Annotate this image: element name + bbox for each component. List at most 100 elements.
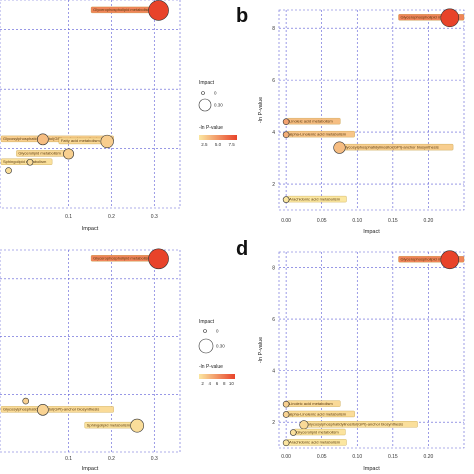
y-tick-label: 6 (272, 317, 275, 323)
x-tick-label: 0.3 (151, 214, 158, 220)
y-tick-label: 4 (272, 130, 275, 136)
point-label: alpha-Linolenic acid metabolism (289, 131, 347, 136)
data-point (5, 167, 12, 174)
panel-d-scatter: 0.00 0.05 0.10 0.15 0.20 2 4 6 8 Impact -ln P-valu… (258, 250, 465, 472)
data-point (37, 133, 49, 146)
x-tick-label: 0.10 (352, 218, 362, 224)
y-tick-label: 4 (272, 368, 275, 374)
point-label: Glycerophospholipid metabolism (93, 256, 151, 261)
x-axis-label: Impact (82, 466, 99, 472)
x-tick-label: 0.15 (388, 454, 398, 460)
point-label: Glycosylphosphatidylinositol(GPI)-anchor… (3, 136, 99, 141)
x-tick-label: 0.2 (108, 214, 115, 220)
legend-c-size-small (203, 329, 207, 333)
data-point (37, 404, 49, 416)
data-point (63, 148, 75, 160)
data-point (289, 429, 297, 436)
legend-a-size-small-label: 0 (214, 91, 217, 96)
y-tick-label: 8 (272, 26, 275, 32)
data-point (282, 196, 290, 203)
legend-c-size-large-label: 0.30 (216, 344, 225, 349)
colorbar-tick-label: 2 (201, 381, 204, 386)
point-label: Glycerolipid metabolism (18, 151, 61, 156)
panel-b-scatter: 0.00 0.05 0.10 0.15 0.20 2 4 6 8 Impact -ln P-valu… (258, 8, 465, 235)
colorbar-tick-label: 6 (216, 381, 219, 386)
point-label: Linoleic acid metabolism (289, 401, 333, 406)
data-point (299, 420, 309, 430)
panel-a-legend: Impact 0 0.30 -ln P-value 2.5 5.0 7.5 (198, 80, 237, 147)
legend-a-color-title: -ln P-value (199, 125, 223, 131)
x-axis-label: Impact (82, 226, 99, 232)
data-point (148, 248, 169, 270)
point-label: alpha-Linolenic acid metabolism (289, 411, 347, 416)
x-tick-label: 0.00 (281, 218, 291, 224)
data-point (440, 250, 460, 270)
point-label: Glycerophospholipid metabolism (401, 257, 459, 262)
y-axis-label: -ln P-value (258, 337, 264, 363)
point-label: Glycerolipid metabolism (296, 429, 339, 434)
colorbar-tick-label: 10 (229, 381, 235, 386)
data-point (282, 131, 290, 138)
legend-c-color-title: -ln P-value (199, 364, 223, 370)
x-tick-label: 0.1 (65, 214, 72, 220)
point-label-box (0, 158, 53, 165)
point-label-box (0, 406, 114, 413)
colorbar-tick-label: 4 (209, 381, 212, 386)
x-tick-label: 0.15 (388, 218, 398, 224)
x-tick-label: 0.10 (352, 454, 362, 460)
y-tick-label: 2 (272, 420, 275, 426)
y-tick-label: 6 (272, 78, 275, 84)
data-point (100, 134, 114, 149)
data-point (440, 8, 460, 28)
plot-frame (0, 0, 181, 209)
legend-c-size-title: Impact (199, 319, 215, 325)
x-tick-label: 0.20 (424, 218, 434, 224)
legend-a-size-small (201, 91, 205, 95)
plot-frame (278, 9, 465, 211)
panel-a-scatter: 0.1 0.2 0.3 Impact Glycerophospholipid metab… (0, 0, 181, 232)
data-point (333, 141, 346, 154)
data-point (282, 439, 290, 447)
x-axis-label: Impact (363, 466, 380, 472)
colorbar-tick-label: 8 (223, 381, 226, 386)
point-label: Glycerophospholipid metabolism (93, 7, 151, 12)
x-axis-label: Impact (363, 229, 380, 235)
point-label: Glycosylphosphatidylinositol(GPI)-anchor… (307, 422, 403, 427)
x-tick-label: 0.3 (151, 456, 158, 462)
x-tick-label: 0.05 (317, 454, 327, 460)
legend-a-size-title: Impact (199, 80, 215, 86)
x-tick-label: 0.20 (424, 454, 434, 460)
data-point (148, 0, 169, 21)
y-tick-label: 2 (272, 182, 275, 188)
data-point (26, 158, 34, 166)
x-tick-label: 0.2 (108, 456, 115, 462)
point-label: Arachidonic acid metabolism (289, 440, 341, 445)
legend-a-size-large (198, 98, 212, 112)
x-tick-label: 0.05 (317, 218, 327, 224)
data-point (282, 118, 290, 125)
colorbar-tick-label: 7.5 (228, 142, 235, 147)
x-tick-label: 0.00 (281, 454, 291, 460)
data-point (282, 400, 290, 408)
point-label: Glycerophospholipid metabolism (401, 15, 459, 20)
legend-a-colorbar (199, 135, 237, 140)
x-tick-label: 0.1 (65, 456, 72, 462)
point-label: Glycosylphosphatidylinositol(GPI)-anchor… (3, 407, 99, 412)
panel-letter-d: d (236, 238, 248, 260)
data-point (22, 397, 30, 405)
point-label: Arachidonic acid metabolism (289, 196, 341, 201)
colorbar-tick-label: 2.5 (201, 142, 208, 147)
data-point (282, 411, 290, 418)
legend-a-size-large-label: 0.30 (214, 103, 223, 108)
y-tick-label: 8 (272, 265, 275, 271)
legend-c-size-large (198, 338, 214, 354)
y-axis-label: -ln P-value (258, 97, 264, 123)
plot-frame (0, 249, 181, 453)
panel-c-legend: Impact 0 0.30 -ln P-value 2 4 6 8 10 (198, 319, 235, 386)
point-label: Fatty acid metabolism (61, 138, 101, 143)
legend-c-size-small-label: 0 (216, 329, 219, 334)
panel-letter-b: b (236, 5, 248, 27)
point-label: Glycosylphosphatidylinositol(GPI)-anchor… (342, 144, 438, 149)
point-label: Sphingolipid metabolism (3, 159, 47, 164)
